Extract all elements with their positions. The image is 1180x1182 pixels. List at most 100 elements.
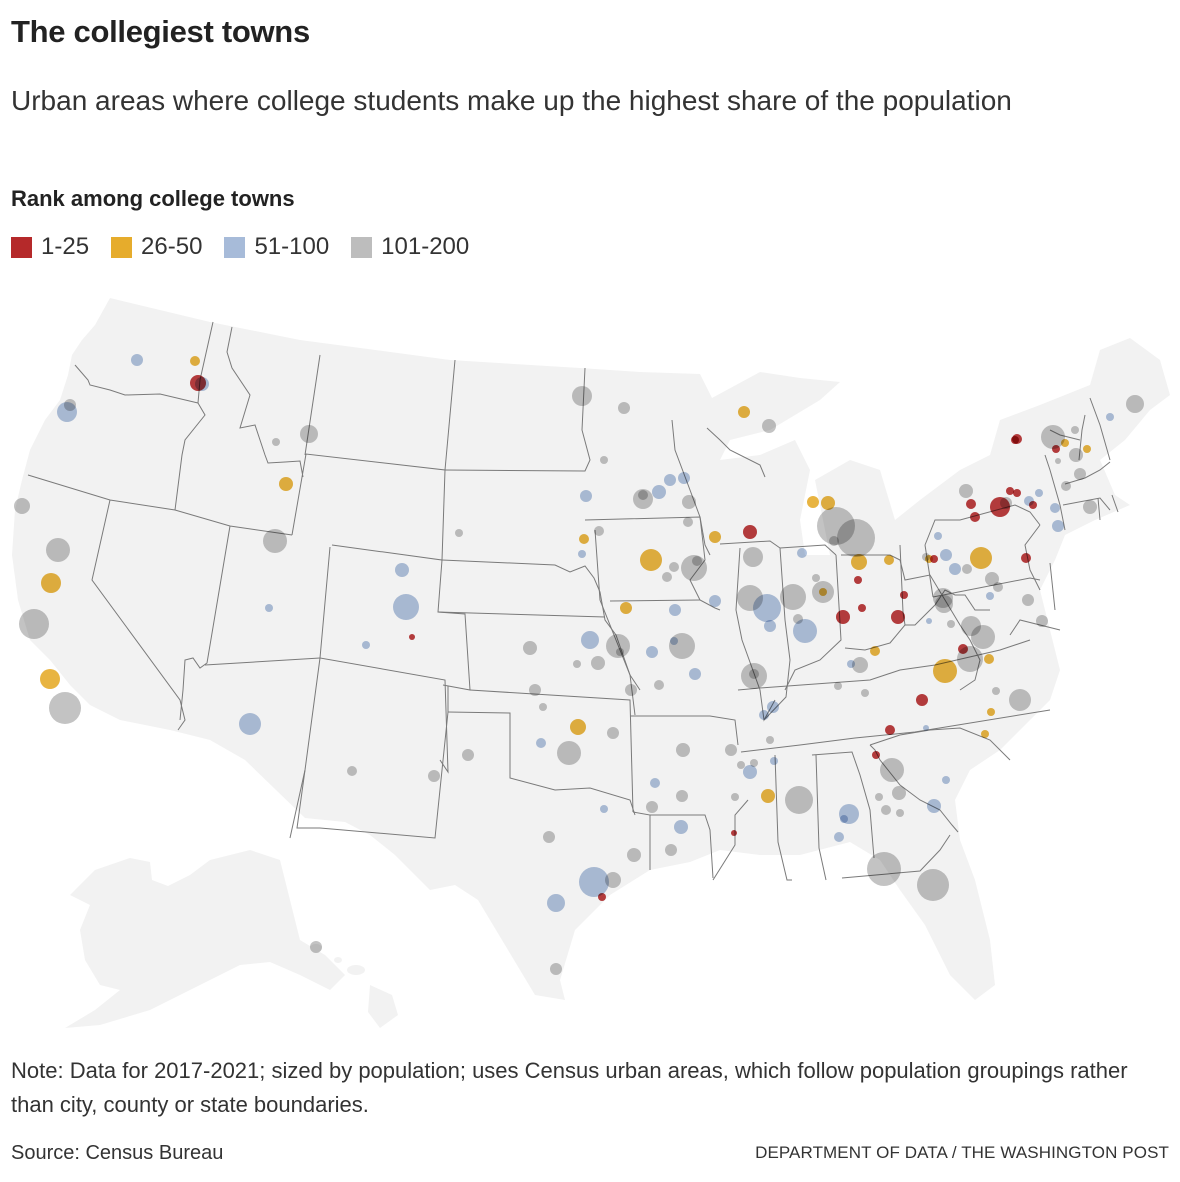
town-dot-101-200	[1009, 689, 1031, 711]
town-dot-101-200	[725, 744, 737, 756]
town-dot-101-200	[263, 529, 287, 553]
town-dot-51-100	[709, 595, 721, 607]
town-dot-1-25	[1021, 553, 1031, 563]
town-dot-101-200	[49, 692, 81, 724]
town-dot-101-200	[852, 657, 868, 673]
town-dot-51-100	[393, 594, 419, 620]
swatch-yellow-icon	[111, 236, 133, 258]
swatch-gray-icon	[351, 236, 373, 258]
town-dot-101-200	[572, 386, 592, 406]
alaska-shape	[65, 850, 345, 1028]
town-dot-1-25	[854, 576, 862, 584]
town-dot-101-200	[600, 456, 608, 464]
town-dot-101-200	[985, 572, 999, 586]
town-dot-51-100	[650, 778, 660, 788]
town-dot-101-200	[692, 556, 702, 566]
town-dot-51-100	[986, 592, 994, 600]
college-town-dots	[14, 354, 1144, 975]
town-dot-51-100	[1052, 520, 1064, 532]
town-dot-26-50	[1083, 445, 1091, 453]
town-dot-101-200	[19, 609, 49, 639]
chart-subtitle: Urban areas where college students make …	[11, 85, 1012, 116]
town-dot-101-200	[550, 963, 562, 975]
town-dot-101-200	[880, 758, 904, 782]
source-line: Source: Census Bureau	[11, 1142, 224, 1164]
town-dot-101-200	[1069, 448, 1083, 462]
town-dot-26-50	[870, 646, 880, 656]
town-dot-51-100	[395, 563, 409, 577]
town-dot-26-50	[987, 708, 995, 716]
town-dot-26-50	[851, 554, 867, 570]
town-dot-101-200	[1022, 594, 1034, 606]
town-dot-51-100	[797, 548, 807, 558]
town-dot-51-100	[767, 701, 779, 713]
town-dot-101-200	[861, 689, 869, 697]
town-dot-101-200	[627, 848, 641, 862]
town-dot-1-25	[1011, 436, 1019, 444]
town-dot-101-200	[1071, 426, 1079, 434]
town-dot-1-25	[916, 694, 928, 706]
town-dot-51-100	[847, 660, 855, 668]
town-dot-51-100	[536, 738, 546, 748]
town-dot-51-100	[669, 604, 681, 616]
town-dot-101-200	[892, 786, 906, 800]
town-dot-101-200	[731, 793, 739, 801]
town-dot-101-200	[766, 736, 774, 744]
hawaii-island-4	[347, 965, 365, 975]
town-dot-26-50	[738, 406, 750, 418]
town-dot-101-200	[662, 572, 672, 582]
credit-line: DEPARTMENT OF DATA / THE WASHINGTON POST	[755, 1143, 1169, 1162]
town-dot-51-100	[670, 637, 678, 645]
town-dot-51-100	[834, 832, 844, 842]
town-dot-26-50	[981, 730, 989, 738]
legend-label: 1-25	[41, 233, 90, 260]
town-dot-101-200	[272, 438, 280, 446]
town-dot-101-200	[543, 831, 555, 843]
town-dot-101-200	[993, 582, 1003, 592]
town-dot-51-100	[581, 631, 599, 649]
town-dot-26-50	[984, 654, 994, 664]
town-dot-51-100	[1106, 413, 1114, 421]
town-dot-101-200	[682, 495, 696, 509]
town-dot-101-200	[300, 425, 318, 443]
town-dot-101-200	[1041, 425, 1065, 449]
chart-title: The collegiest towns	[11, 14, 310, 49]
town-dot-51-100	[547, 894, 565, 912]
town-dot-1-25	[1013, 489, 1021, 497]
town-dot-51-100	[239, 713, 261, 735]
legend-item-101-200: 101-200	[351, 233, 469, 261]
town-dot-101-200	[347, 766, 357, 776]
town-dot-101-200	[1083, 500, 1097, 514]
town-dot-51-100	[652, 485, 666, 499]
town-dot-101-200	[638, 490, 648, 500]
town-dot-101-200	[881, 805, 891, 815]
town-dot-101-200	[605, 872, 621, 888]
legend-item-51-100: 51-100	[224, 233, 329, 261]
footnote: Note: Data for 2017-2021; sized by popul…	[11, 1058, 1128, 1117]
town-dot-101-200	[539, 703, 547, 711]
swatch-red-icon	[11, 236, 32, 258]
town-dot-101-200	[780, 584, 806, 610]
town-dot-101-200	[665, 844, 677, 856]
legend-label: 51-100	[254, 233, 330, 260]
town-dot-1-25	[966, 499, 976, 509]
town-dot-101-200	[669, 562, 679, 572]
town-dot-101-200	[875, 793, 883, 801]
legend-label: 101-200	[381, 233, 470, 260]
town-dot-51-100	[689, 668, 701, 680]
town-dot-26-50	[570, 719, 586, 735]
town-dot-51-100	[664, 474, 676, 486]
town-dot-101-200	[310, 941, 322, 953]
town-dot-51-100	[743, 765, 757, 779]
town-dot-101-200	[625, 684, 637, 696]
town-dot-26-50	[1061, 439, 1069, 447]
town-dot-26-50	[970, 547, 992, 569]
town-dot-1-25	[1006, 487, 1014, 495]
town-dot-1-25	[891, 610, 905, 624]
legend-item-26-50: 26-50	[111, 233, 202, 261]
town-dot-101-200	[1055, 458, 1061, 464]
town-dot-51-100	[131, 354, 143, 366]
state-borders	[27, 321, 1119, 881]
town-dot-51-100	[923, 725, 929, 731]
town-dot-101-200	[737, 585, 763, 611]
